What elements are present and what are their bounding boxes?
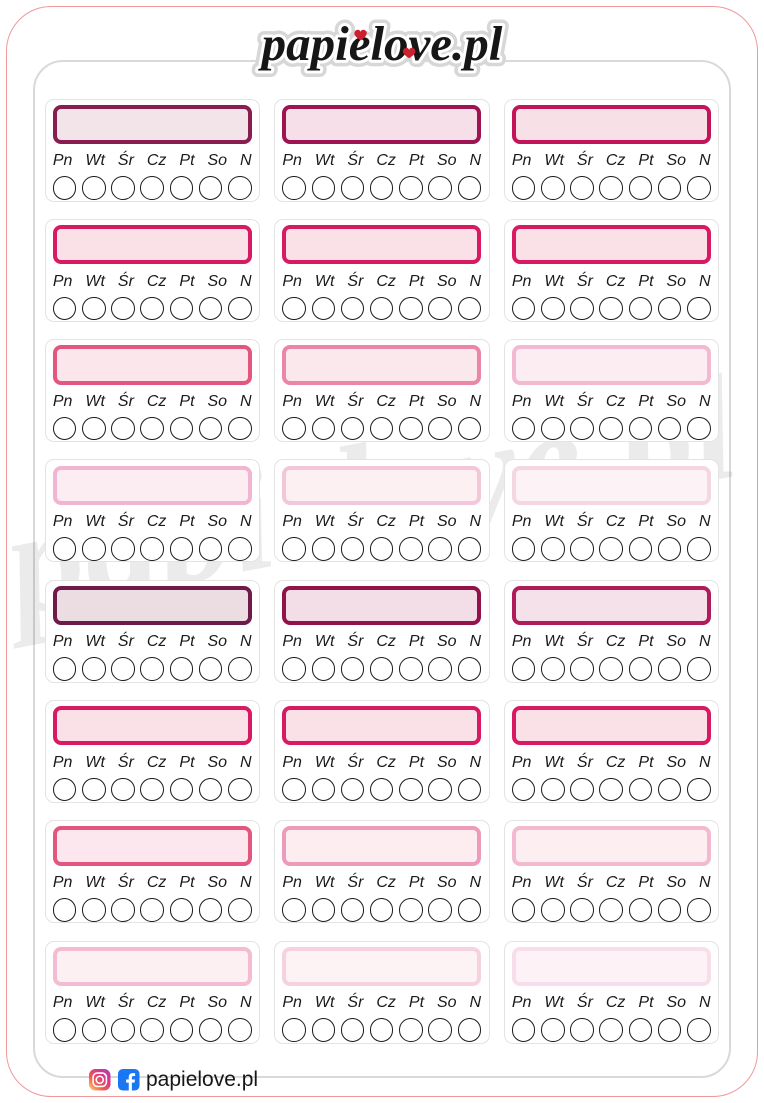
svg-text:papielove.pl: papielove.pl	[258, 16, 503, 71]
